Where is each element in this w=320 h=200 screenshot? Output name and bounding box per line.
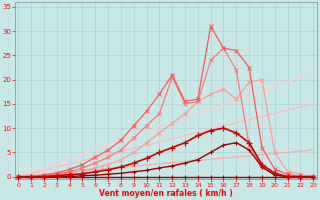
X-axis label: Vent moyen/en rafales ( km/h ): Vent moyen/en rafales ( km/h ): [99, 189, 233, 198]
